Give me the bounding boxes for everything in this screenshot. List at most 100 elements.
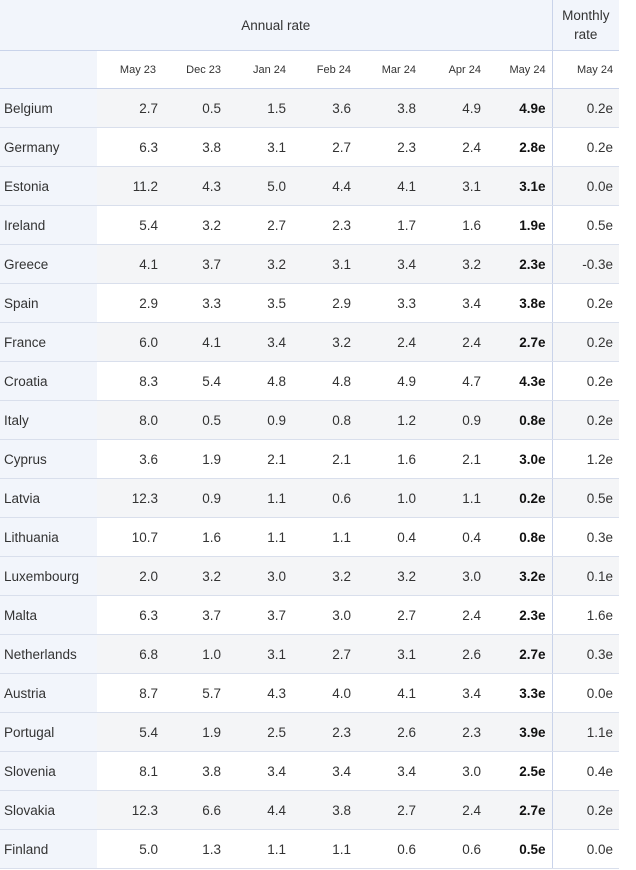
annual-rate-value: 3.4 bbox=[422, 283, 487, 323]
country-name: Greece bbox=[0, 244, 97, 284]
monthly-rate-value: 0.5e bbox=[552, 205, 620, 245]
annual-rate-value: 4.7 bbox=[422, 361, 487, 401]
monthly-rate-label-line2: rate bbox=[574, 27, 598, 42]
annual-rate-value: 0.4 bbox=[357, 517, 422, 557]
country-column-header bbox=[0, 50, 97, 89]
annual-rate-value: 4.3e bbox=[487, 361, 553, 401]
annual-rate-value: 2.3e bbox=[487, 244, 553, 284]
annual-rate-value: 0.5e bbox=[487, 829, 553, 869]
country-name: Croatia bbox=[0, 361, 97, 401]
annual-rate-value: 3.4 bbox=[357, 751, 422, 791]
annual-rate-value: 2.3 bbox=[292, 205, 357, 245]
annual-rate-value: 2.7 bbox=[227, 205, 292, 245]
monthly-rate-value: 0.0e bbox=[552, 829, 620, 869]
annual-rate-value: 4.1 bbox=[162, 322, 227, 362]
annual-rate-value: 4.1 bbox=[97, 244, 162, 284]
monthly-rate-value: 0.4e bbox=[552, 751, 620, 791]
annual-rate-value: 3.1 bbox=[227, 634, 292, 674]
annual-rate-value: 5.7 bbox=[162, 673, 227, 713]
annual-rate-value: 4.9e bbox=[487, 88, 553, 128]
annual-rate-value: 1.9 bbox=[162, 712, 227, 752]
annual-rate-value: 2.6 bbox=[357, 712, 422, 752]
annual-rate-value: 2.1 bbox=[292, 439, 357, 479]
monthly-rate-value: 1.6e bbox=[552, 595, 620, 635]
annual-rate-value: 4.8 bbox=[227, 361, 292, 401]
table-row: Spain 2.9 3.3 3.5 2.9 3.3 3.4 3.8e 0.2e bbox=[0, 283, 620, 323]
column-header-row: May 23 Dec 23 Jan 24 Feb 24 Mar 24 Apr 2… bbox=[0, 50, 620, 89]
column-header: May 24 bbox=[487, 50, 553, 89]
country-name: Ireland bbox=[0, 205, 97, 245]
annual-rate-value: 4.3 bbox=[162, 166, 227, 206]
annual-rate-value: 12.3 bbox=[97, 478, 162, 518]
column-header: Feb 24 bbox=[292, 50, 357, 89]
annual-rate-value: 6.3 bbox=[97, 127, 162, 167]
annual-rate-value: 0.9 bbox=[162, 478, 227, 518]
annual-rate-value: 2.4 bbox=[357, 322, 422, 362]
table-body: Belgium 2.7 0.5 1.5 3.6 3.8 4.9 4.9e 0.2e Germany… bbox=[0, 88, 620, 869]
country-name: Portugal bbox=[0, 712, 97, 752]
annual-rate-value: 3.4 bbox=[227, 751, 292, 791]
annual-rate-value: 8.3 bbox=[97, 361, 162, 401]
annual-rate-value: 4.9 bbox=[422, 88, 487, 128]
country-name: Slovakia bbox=[0, 790, 97, 830]
annual-rate-value: 1.0 bbox=[162, 634, 227, 674]
monthly-rate-value: 0.2e bbox=[552, 790, 620, 830]
annual-rate-value: 2.3 bbox=[422, 712, 487, 752]
annual-rate-value: 1.2 bbox=[357, 400, 422, 440]
annual-rate-value: 2.5 bbox=[227, 712, 292, 752]
annual-rate-value: 3.8 bbox=[292, 790, 357, 830]
annual-rate-value: 3.2e bbox=[487, 556, 553, 596]
annual-rate-value: 2.5e bbox=[487, 751, 553, 791]
annual-rate-value: 4.3 bbox=[227, 673, 292, 713]
monthly-rate-value: 0.2e bbox=[552, 127, 620, 167]
annual-rate-value: 3.4 bbox=[357, 244, 422, 284]
country-name: Italy bbox=[0, 400, 97, 440]
table-row: Finland 5.0 1.3 1.1 1.1 0.6 0.6 0.5e 0.0e bbox=[0, 829, 620, 869]
annual-rate-value: 6.6 bbox=[162, 790, 227, 830]
annual-rate-value: 3.0e bbox=[487, 439, 553, 479]
country-name: France bbox=[0, 322, 97, 362]
annual-rate-value: 4.1 bbox=[357, 673, 422, 713]
monthly-rate-value: 0.3e bbox=[552, 517, 620, 557]
country-name: Malta bbox=[0, 595, 97, 635]
annual-rate-header: Annual rate bbox=[0, 0, 553, 51]
annual-rate-value: 3.7 bbox=[162, 595, 227, 635]
table-row: Portugal 5.4 1.9 2.5 2.3 2.6 2.3 3.9e 1.1e bbox=[0, 712, 620, 752]
annual-rate-value: 5.0 bbox=[97, 829, 162, 869]
annual-rate-value: 1.5 bbox=[227, 88, 292, 128]
table-row: Latvia 12.3 0.9 1.1 0.6 1.0 1.1 0.2e 0.5e bbox=[0, 478, 620, 518]
annual-rate-value: 3.2 bbox=[422, 244, 487, 284]
monthly-rate-value: 0.1e bbox=[552, 556, 620, 596]
annual-rate-value: 2.3 bbox=[292, 712, 357, 752]
annual-rate-value: 2.1 bbox=[422, 439, 487, 479]
table-row: Slovenia 8.1 3.8 3.4 3.4 3.4 3.0 2.5e 0.4e bbox=[0, 751, 620, 791]
annual-rate-value: 2.9 bbox=[292, 283, 357, 323]
monthly-rate-value: 0.2e bbox=[552, 322, 620, 362]
monthly-rate-value: 0.0e bbox=[552, 166, 620, 206]
column-header: Mar 24 bbox=[357, 50, 422, 89]
inflation-table: Annual rate Monthly rate May 23 Dec 23 J… bbox=[0, 0, 620, 869]
annual-rate-value: 2.4 bbox=[422, 595, 487, 635]
table-row: Italy 8.0 0.5 0.9 0.8 1.2 0.9 0.8e 0.2e bbox=[0, 400, 620, 440]
annual-rate-value: 0.5 bbox=[162, 400, 227, 440]
annual-rate-value: 11.2 bbox=[97, 166, 162, 206]
annual-rate-value: 1.1 bbox=[292, 517, 357, 557]
annual-rate-value: 3.4 bbox=[422, 673, 487, 713]
table-row: Belgium 2.7 0.5 1.5 3.6 3.8 4.9 4.9e 0.2e bbox=[0, 88, 620, 128]
table-row: Netherlands 6.8 1.0 3.1 2.7 3.1 2.6 2.7e 0.3e bbox=[0, 634, 620, 674]
column-header: Jan 24 bbox=[227, 50, 292, 89]
annual-rate-value: 3.1e bbox=[487, 166, 553, 206]
annual-rate-value: 4.8 bbox=[292, 361, 357, 401]
annual-rate-value: 0.6 bbox=[292, 478, 357, 518]
monthly-rate-label-line1: Monthly bbox=[562, 8, 610, 23]
annual-rate-value: 3.5 bbox=[227, 283, 292, 323]
annual-rate-value: 0.6 bbox=[422, 829, 487, 869]
country-name: Latvia bbox=[0, 478, 97, 518]
annual-rate-value: 3.1 bbox=[292, 244, 357, 284]
country-name: Germany bbox=[0, 127, 97, 167]
annual-rate-value: 1.0 bbox=[357, 478, 422, 518]
monthly-rate-value: 1.1e bbox=[552, 712, 620, 752]
country-name: Estonia bbox=[0, 166, 97, 206]
annual-rate-value: 3.8e bbox=[487, 283, 553, 323]
annual-rate-value: 5.4 bbox=[97, 712, 162, 752]
